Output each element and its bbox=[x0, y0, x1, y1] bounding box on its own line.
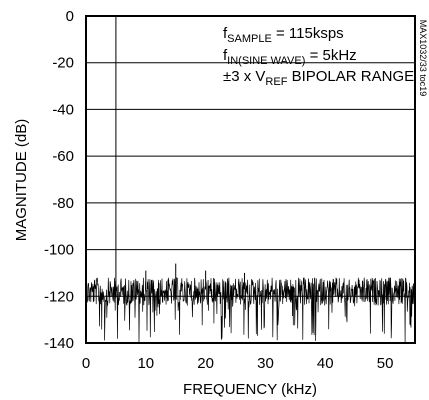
x-tick-label: 40 bbox=[317, 355, 334, 372]
y-tick-label: 0 bbox=[66, 8, 74, 25]
annotation-sample-rate: fSAMPLE = 115ksps bbox=[223, 25, 344, 45]
y-tick-label: -80 bbox=[52, 195, 74, 212]
noise-floor-trace bbox=[85, 276, 416, 343]
x-tick-label: 10 bbox=[137, 355, 154, 372]
grid-lines bbox=[86, 62, 415, 297]
x-tick-label: 0 bbox=[82, 355, 90, 372]
x-tick-label: 20 bbox=[197, 355, 214, 372]
x-tick-label: 30 bbox=[257, 355, 274, 372]
x-tick-label: 50 bbox=[377, 355, 394, 372]
y-tick-label: -40 bbox=[52, 101, 74, 118]
y-tick-labels: 0 -20 -40 -60 -80 -100 -120 -140 bbox=[44, 8, 74, 352]
y-tick-label: -120 bbox=[44, 288, 74, 305]
fft-spectrum bbox=[85, 16, 416, 343]
figure-tag: MAX1032/33 toc19 bbox=[418, 20, 428, 97]
y-tick-label: -100 bbox=[44, 242, 74, 259]
annotation-input-frequency: fIN(SINE WAVE) = 5kHz bbox=[223, 47, 357, 67]
y-tick-label: -20 bbox=[52, 55, 74, 72]
y-tick-label: -140 bbox=[44, 335, 74, 352]
annotation-block: fSAMPLE = 115ksps fIN(SINE WAVE) = 5kHz … bbox=[223, 25, 414, 88]
x-axis-title: FREQUENCY (kHz) bbox=[183, 381, 317, 398]
y-tick-label: -60 bbox=[52, 148, 74, 165]
y-axis-title: MAGNITUDE (dB) bbox=[13, 119, 30, 242]
annotation-range: ±3 x VREF BIPOLAR RANGE bbox=[223, 68, 414, 88]
plot-frame bbox=[85, 15, 416, 344]
x-tick-labels: 0 10 20 30 40 50 bbox=[82, 355, 394, 372]
